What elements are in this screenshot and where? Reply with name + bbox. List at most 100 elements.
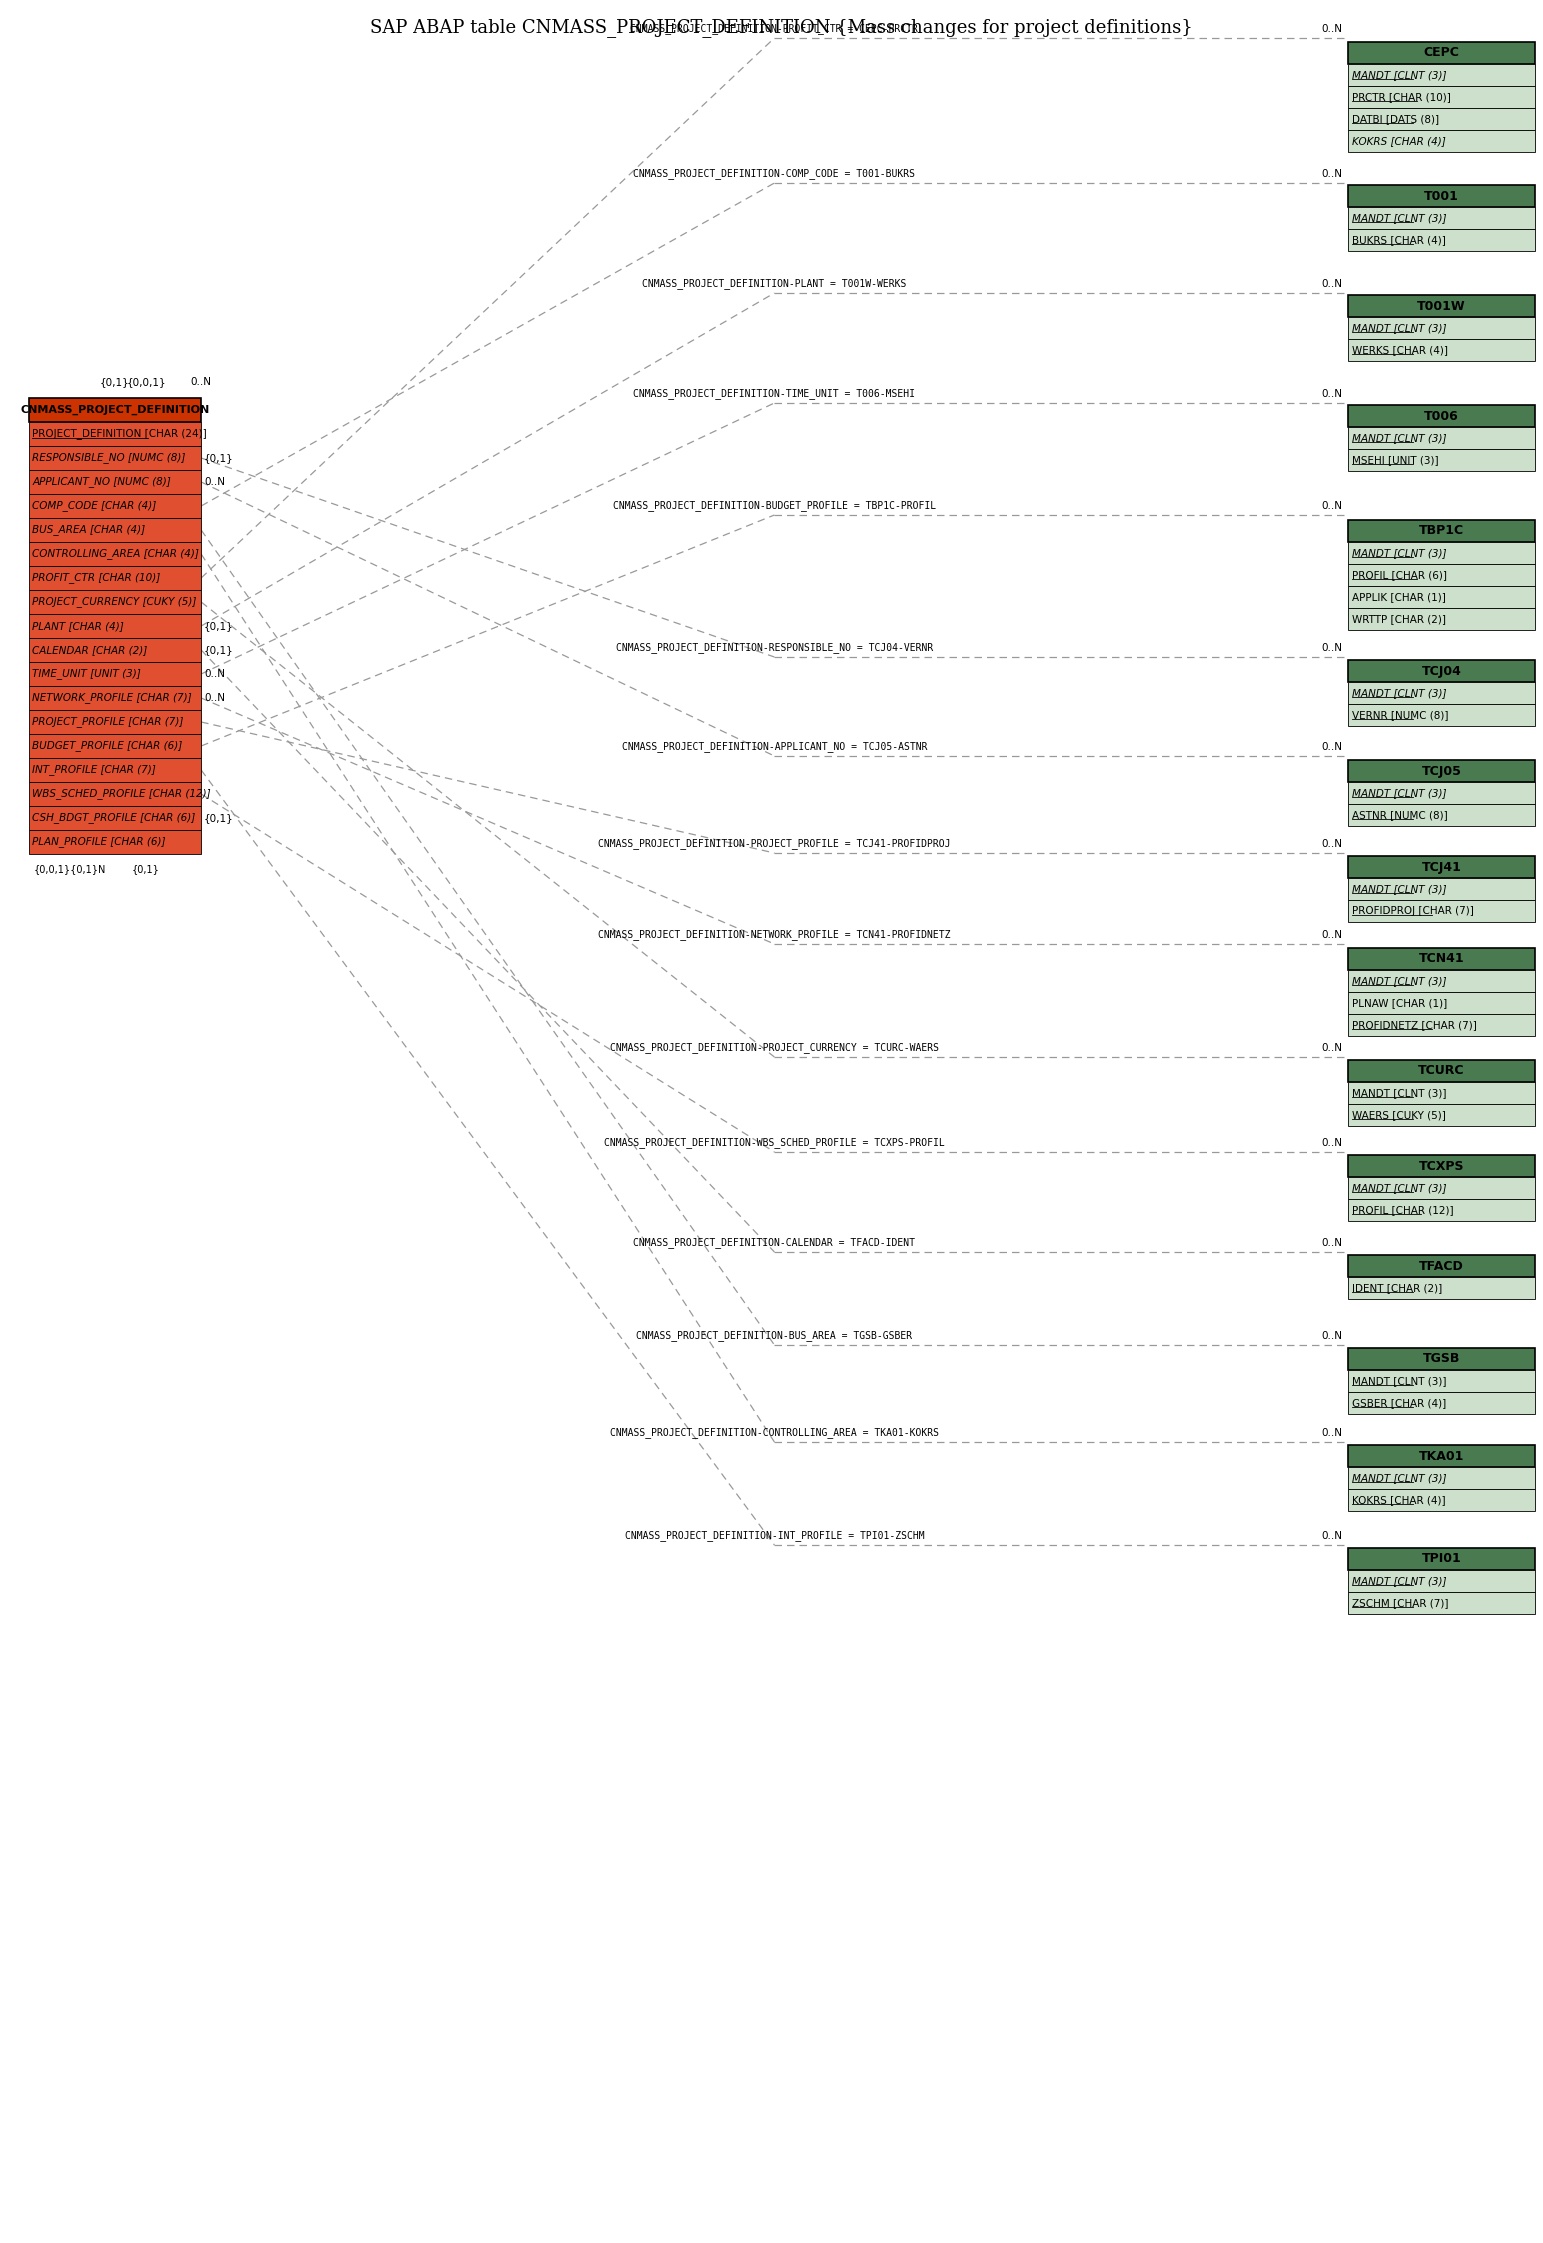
Text: APPLIK [CHAR (1)]: APPLIK [CHAR (1)] bbox=[1352, 592, 1446, 601]
Text: 0..N: 0..N bbox=[1322, 644, 1342, 653]
Bar bbox=[1347, 1081, 1535, 1104]
Bar bbox=[28, 783, 201, 805]
Text: 0..N: 0..N bbox=[1322, 742, 1342, 751]
Bar bbox=[1347, 1548, 1535, 1570]
Bar bbox=[28, 565, 201, 590]
Text: T001: T001 bbox=[1424, 188, 1458, 202]
Text: TGSB: TGSB bbox=[1423, 1353, 1460, 1366]
Text: ASTNR [NUMC (8)]: ASTNR [NUMC (8)] bbox=[1352, 810, 1447, 821]
Text: {0,0,1}: {0,0,1} bbox=[127, 377, 167, 388]
Text: BUS_AREA [CHAR (4)]: BUS_AREA [CHAR (4)] bbox=[32, 525, 145, 536]
Text: MANDT [CLNT (3)]: MANDT [CLNT (3)] bbox=[1352, 787, 1446, 799]
Bar bbox=[28, 637, 201, 662]
Text: 0..N: 0..N bbox=[1322, 25, 1342, 34]
Text: PROFIDNETZ [CHAR (7)]: PROFIDNETZ [CHAR (7)] bbox=[1352, 1021, 1477, 1030]
Text: WAERS [CUKY (5)]: WAERS [CUKY (5)] bbox=[1352, 1110, 1446, 1119]
Bar bbox=[1347, 1489, 1535, 1512]
Bar bbox=[1347, 543, 1535, 563]
Text: PLNAW [CHAR (1)]: PLNAW [CHAR (1)] bbox=[1352, 998, 1447, 1007]
Bar bbox=[1347, 991, 1535, 1014]
Bar bbox=[28, 446, 201, 471]
Text: BUDGET_PROFILE [CHAR (6)]: BUDGET_PROFILE [CHAR (6)] bbox=[32, 740, 182, 751]
Text: CEPC: CEPC bbox=[1424, 47, 1460, 61]
Bar bbox=[1347, 1444, 1535, 1467]
Text: 0..N: 0..N bbox=[190, 377, 211, 388]
Bar bbox=[1347, 1200, 1535, 1220]
Bar bbox=[1347, 1593, 1535, 1615]
Text: DATBI [DATS (8)]: DATBI [DATS (8)] bbox=[1352, 114, 1438, 123]
Bar bbox=[28, 397, 201, 422]
Text: PLAN_PROFILE [CHAR (6)]: PLAN_PROFILE [CHAR (6)] bbox=[32, 837, 167, 848]
Text: CNMASS_PROJECT_DEFINITION-RESPONSIBLE_NO = TCJ04-VERNR: CNMASS_PROJECT_DEFINITION-RESPONSIBLE_NO… bbox=[616, 641, 934, 653]
Bar bbox=[1347, 1467, 1535, 1489]
Text: 0..N: 0..N bbox=[1322, 500, 1342, 511]
Bar bbox=[1347, 899, 1535, 922]
Bar bbox=[28, 493, 201, 518]
Text: MANDT [CLNT (3)]: MANDT [CLNT (3)] bbox=[1352, 976, 1446, 987]
Text: 0..N: 0..N bbox=[1322, 1429, 1342, 1438]
Text: KOKRS [CHAR (4)]: KOKRS [CHAR (4)] bbox=[1352, 1496, 1446, 1505]
Bar bbox=[1347, 760, 1535, 783]
Text: KOKRS [CHAR (4)]: KOKRS [CHAR (4)] bbox=[1352, 137, 1446, 146]
Text: T001W: T001W bbox=[1416, 301, 1466, 312]
Text: 0..N: 0..N bbox=[1322, 388, 1342, 399]
Bar bbox=[1347, 1061, 1535, 1081]
Bar bbox=[1347, 803, 1535, 825]
Text: CNMASS_PROJECT_DEFINITION-INT_PROFILE = TPI01-ZSCHM: CNMASS_PROJECT_DEFINITION-INT_PROFILE = … bbox=[625, 1530, 924, 1541]
Bar bbox=[1347, 659, 1535, 682]
Text: 0..N: 0..N bbox=[1322, 278, 1342, 289]
Text: COMP_CODE [CHAR (4)]: COMP_CODE [CHAR (4)] bbox=[32, 500, 157, 511]
Bar bbox=[1347, 563, 1535, 585]
Bar bbox=[1347, 296, 1535, 316]
Text: MANDT [CLNT (3)]: MANDT [CLNT (3)] bbox=[1352, 689, 1446, 698]
Text: PROJECT_DEFINITION [CHAR (24)]: PROJECT_DEFINITION [CHAR (24)] bbox=[32, 428, 207, 440]
Text: MANDT [CLNT (3)]: MANDT [CLNT (3)] bbox=[1352, 213, 1446, 222]
Bar bbox=[28, 590, 201, 615]
Text: MANDT [CLNT (3)]: MANDT [CLNT (3)] bbox=[1352, 433, 1446, 444]
Text: PROFIDPROJ [CHAR (7)]: PROFIDPROJ [CHAR (7)] bbox=[1352, 906, 1474, 915]
Bar bbox=[1347, 426, 1535, 449]
Text: WRTTP [CHAR (2)]: WRTTP [CHAR (2)] bbox=[1352, 615, 1446, 624]
Text: MANDT [CLNT (3)]: MANDT [CLNT (3)] bbox=[1352, 1474, 1446, 1483]
Text: CNMASS_PROJECT_DEFINITION-COMP_CODE = T001-BUKRS: CNMASS_PROJECT_DEFINITION-COMP_CODE = T0… bbox=[634, 168, 915, 179]
Text: TCJ05: TCJ05 bbox=[1421, 765, 1461, 778]
Text: TFACD: TFACD bbox=[1420, 1261, 1464, 1272]
Text: CNMASS_PROJECT_DEFINITION-CALENDAR = TFACD-IDENT: CNMASS_PROJECT_DEFINITION-CALENDAR = TFA… bbox=[634, 1238, 915, 1247]
Bar bbox=[1347, 184, 1535, 206]
Bar bbox=[28, 711, 201, 733]
Bar bbox=[1347, 969, 1535, 991]
Bar bbox=[28, 422, 201, 446]
Bar bbox=[28, 686, 201, 711]
Text: NETWORK_PROFILE [CHAR (7)]: NETWORK_PROFILE [CHAR (7)] bbox=[32, 693, 191, 704]
Text: APPLICANT_NO [NUMC (8)]: APPLICANT_NO [NUMC (8)] bbox=[32, 476, 171, 487]
Bar bbox=[1347, 316, 1535, 339]
Text: INT_PROFILE [CHAR (7)]: INT_PROFILE [CHAR (7)] bbox=[32, 765, 156, 776]
Text: PROFIT_CTR [CHAR (10)]: PROFIT_CTR [CHAR (10)] bbox=[32, 572, 160, 583]
Text: 0..N: 0..N bbox=[1322, 839, 1342, 850]
Text: 0..N: 0..N bbox=[1322, 168, 1342, 179]
Text: PRCTR [CHAR (10)]: PRCTR [CHAR (10)] bbox=[1352, 92, 1450, 101]
Text: {0,1}: {0,1} bbox=[133, 864, 160, 875]
Text: {0,1}: {0,1} bbox=[204, 453, 235, 462]
Text: WBS_SCHED_PROFILE [CHAR (12)]: WBS_SCHED_PROFILE [CHAR (12)] bbox=[32, 790, 211, 799]
Text: TCJ41: TCJ41 bbox=[1421, 861, 1461, 873]
Text: CNMASS_PROJECT_DEFINITION-APPLICANT_NO = TCJ05-ASTNR: CNMASS_PROJECT_DEFINITION-APPLICANT_NO =… bbox=[622, 740, 927, 751]
Text: MANDT [CLNT (3)]: MANDT [CLNT (3)] bbox=[1352, 323, 1446, 332]
Text: 0..N: 0..N bbox=[204, 693, 225, 702]
Text: TBP1C: TBP1C bbox=[1420, 525, 1464, 538]
Text: PROJECT_PROFILE [CHAR (7)]: PROJECT_PROFILE [CHAR (7)] bbox=[32, 716, 184, 727]
Text: CNMASS_PROJECT_DEFINITION-PLANT = T001W-WERKS: CNMASS_PROJECT_DEFINITION-PLANT = T001W-… bbox=[642, 278, 907, 289]
Text: CNMASS_PROJECT_DEFINITION-PROJECT_PROFILE = TCJ41-PROFIDPROJ: CNMASS_PROJECT_DEFINITION-PROJECT_PROFIL… bbox=[599, 839, 950, 850]
Text: TCN41: TCN41 bbox=[1418, 953, 1464, 964]
Bar bbox=[1347, 585, 1535, 608]
Text: CSH_BDGT_PROFILE [CHAR (6)]: CSH_BDGT_PROFILE [CHAR (6)] bbox=[32, 812, 196, 823]
Bar bbox=[1347, 1348, 1535, 1370]
Bar bbox=[1347, 877, 1535, 899]
Text: TIME_UNIT [UNIT (3)]: TIME_UNIT [UNIT (3)] bbox=[32, 668, 142, 680]
Text: TKA01: TKA01 bbox=[1418, 1449, 1464, 1462]
Bar bbox=[1347, 857, 1535, 877]
Bar bbox=[1347, 783, 1535, 803]
Text: T006: T006 bbox=[1424, 410, 1458, 422]
Text: BUKRS [CHAR (4)]: BUKRS [CHAR (4)] bbox=[1352, 236, 1446, 244]
Text: PROJECT_CURRENCY [CUKY (5)]: PROJECT_CURRENCY [CUKY (5)] bbox=[32, 597, 198, 608]
